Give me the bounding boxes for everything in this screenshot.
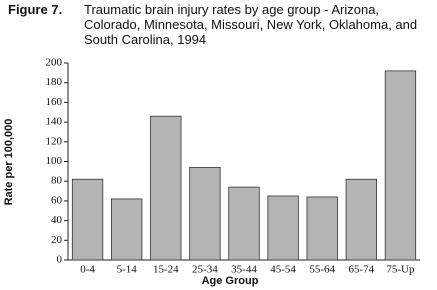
bar bbox=[384, 70, 417, 261]
x-tick-label: 5-14 bbox=[117, 264, 138, 276]
y-tick-label: 160 bbox=[46, 96, 63, 108]
x-tick-label: 25-34 bbox=[192, 264, 218, 276]
x-axis-label: Age Group bbox=[202, 275, 259, 287]
x-tick-label: 35-44 bbox=[231, 264, 257, 276]
y-tick-label: 60 bbox=[51, 194, 63, 206]
y-axis-label: Rate per 100,000 bbox=[3, 119, 15, 206]
bar bbox=[345, 178, 377, 261]
y-tick-label: 40 bbox=[51, 214, 63, 226]
bar bbox=[189, 167, 221, 261]
x-tick-label: 15-24 bbox=[153, 264, 179, 276]
y-tick-label: 0 bbox=[57, 254, 63, 266]
chart-title: Traumatic brain injury rates by age grou… bbox=[84, 2, 418, 47]
figure-label: Figure 7. bbox=[8, 2, 63, 17]
y-tick-label: 180 bbox=[46, 76, 63, 88]
y-tick-label: 20 bbox=[51, 234, 63, 246]
y-tick-label: 140 bbox=[46, 116, 63, 128]
x-tick-label: 55-64 bbox=[309, 264, 335, 276]
y-tick-label: 80 bbox=[51, 175, 63, 187]
y-tick-label: 120 bbox=[46, 135, 63, 147]
bar bbox=[150, 115, 182, 261]
bar bbox=[228, 186, 260, 261]
x-tick-label: 75-Up bbox=[386, 264, 415, 276]
y-tick-label: 200 bbox=[46, 57, 63, 69]
x-tick-label: 45-54 bbox=[270, 264, 296, 276]
bar bbox=[111, 198, 143, 261]
x-tick-label: 0-4 bbox=[80, 264, 95, 276]
bar bbox=[306, 196, 338, 261]
bar bbox=[71, 178, 104, 261]
y-tick-label: 100 bbox=[46, 155, 63, 167]
x-tick-label: 65-74 bbox=[348, 264, 374, 276]
bar bbox=[267, 195, 299, 261]
title-block: Figure 7. Traumatic brain injury rates b… bbox=[8, 2, 433, 47]
